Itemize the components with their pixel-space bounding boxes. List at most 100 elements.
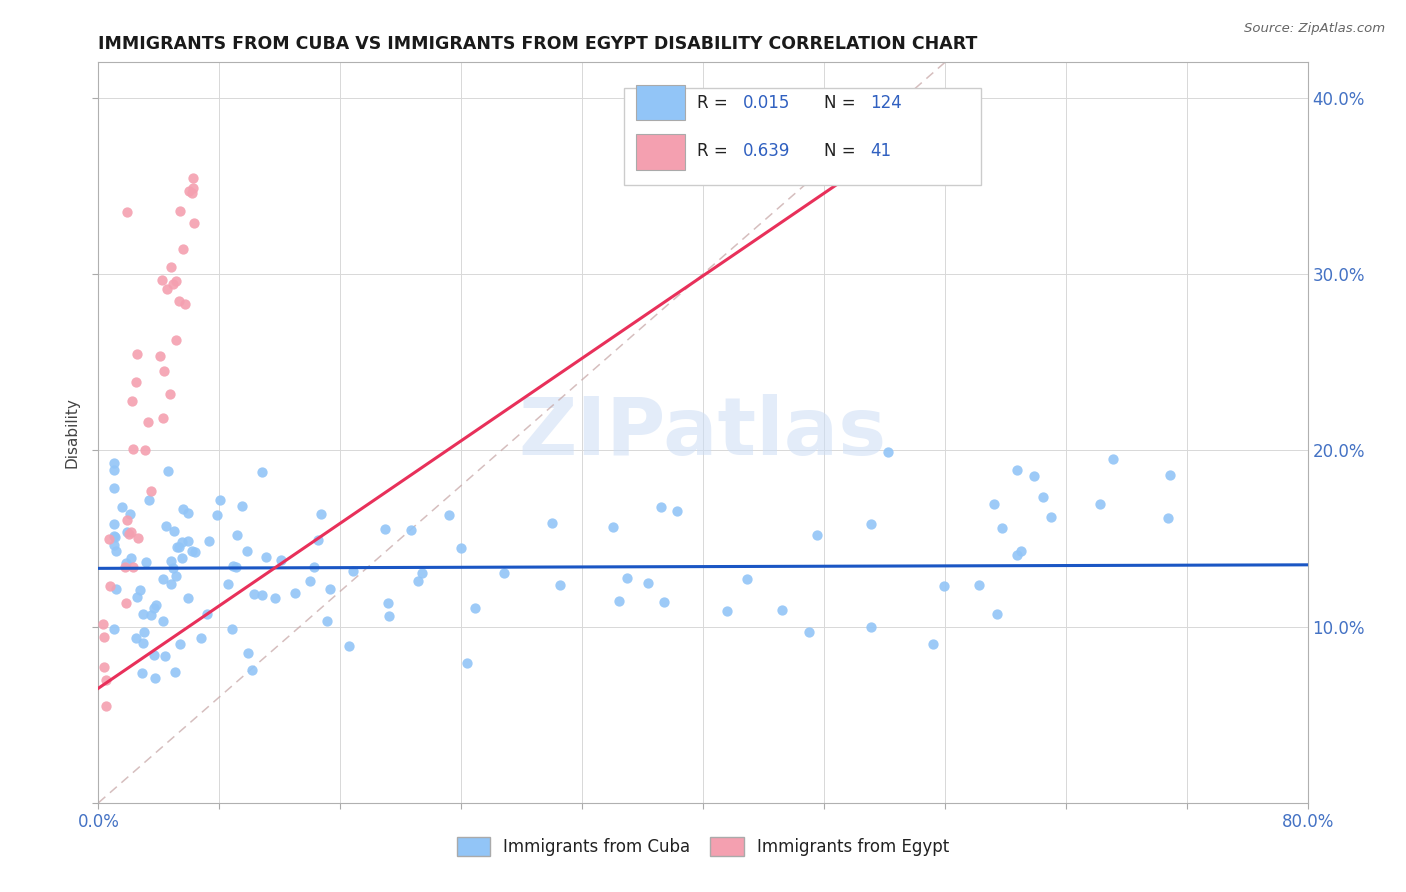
Point [93, 630, 115, 644]
Point [464, 600, 486, 615]
Text: R =: R = [697, 142, 733, 160]
Point [122, 442, 145, 456]
Point [143, 672, 166, 686]
Point [205, 508, 228, 523]
Point [135, 555, 157, 569]
Text: 0.639: 0.639 [742, 142, 790, 160]
Text: IMMIGRANTS FROM CUBA VS IMMIGRANTS FROM EGYPT DISABILITY CORRELATION CHART: IMMIGRANTS FROM CUBA VS IMMIGRANTS FROM … [98, 35, 977, 53]
Point [105, 544, 128, 558]
Point [243, 587, 266, 601]
Point [1032, 490, 1054, 504]
Point [169, 204, 191, 219]
Point [160, 554, 183, 568]
Point [122, 560, 145, 574]
Point [120, 507, 142, 521]
Point [1010, 544, 1032, 558]
Point [103, 529, 125, 543]
Point [270, 552, 292, 566]
Legend: Immigrants from Cuba, Immigrants from Egypt: Immigrants from Cuba, Immigrants from Eg… [450, 830, 956, 863]
Point [120, 550, 142, 565]
Point [1159, 468, 1181, 483]
Point [195, 607, 218, 622]
Point [124, 375, 146, 389]
Point [602, 520, 624, 534]
Point [250, 588, 273, 602]
Point [115, 596, 138, 610]
Point [456, 657, 478, 671]
Point [236, 544, 259, 558]
Point [181, 171, 204, 186]
Point [986, 607, 1008, 621]
Point [309, 507, 332, 521]
Point [153, 364, 176, 378]
Point [167, 540, 190, 554]
Point [411, 566, 433, 580]
Point [103, 481, 125, 495]
Point [162, 560, 184, 574]
Point [96, 673, 118, 688]
Point [1005, 462, 1028, 476]
Point [607, 593, 630, 607]
Point [806, 528, 828, 542]
Point [157, 465, 180, 479]
Point [226, 528, 249, 542]
Point [860, 620, 883, 634]
Point [378, 609, 401, 624]
Point [103, 622, 125, 636]
Point [138, 492, 160, 507]
Point [439, 508, 461, 522]
Point [139, 607, 162, 622]
Point [155, 518, 177, 533]
Point [172, 551, 194, 566]
Point [128, 583, 150, 598]
Point [160, 576, 183, 591]
Point [165, 568, 187, 582]
Point [104, 530, 127, 544]
Point [125, 631, 148, 645]
Point [150, 272, 173, 286]
Point [115, 557, 138, 571]
Point [921, 637, 943, 651]
Point [616, 571, 638, 585]
Text: 124: 124 [870, 95, 901, 112]
Y-axis label: Disability: Disability [65, 397, 80, 468]
Point [172, 501, 194, 516]
Point [91, 617, 114, 632]
Point [177, 534, 200, 549]
Point [181, 544, 204, 558]
Point [797, 625, 820, 640]
Point [934, 579, 956, 593]
Point [143, 648, 166, 662]
Point [115, 205, 138, 219]
Point [337, 639, 360, 653]
Point [159, 386, 181, 401]
Point [103, 463, 125, 477]
Point [152, 614, 174, 628]
Point [374, 522, 396, 536]
Point [1090, 497, 1112, 511]
Point [120, 525, 142, 540]
Point [990, 521, 1012, 535]
Point [177, 591, 200, 605]
Point [221, 622, 243, 636]
Point [254, 549, 277, 564]
Point [650, 500, 672, 515]
Point [399, 523, 422, 537]
Point [406, 574, 429, 589]
Point [183, 545, 205, 559]
Point [115, 513, 138, 527]
Point [180, 186, 202, 201]
Point [183, 216, 205, 230]
Point [1039, 510, 1062, 524]
Point [298, 574, 321, 588]
Point [165, 333, 187, 347]
Point [127, 591, 149, 605]
Point [114, 559, 136, 574]
Point [666, 504, 689, 518]
Point [231, 499, 253, 513]
Point [98, 579, 121, 593]
Point [131, 665, 153, 680]
Point [217, 577, 239, 591]
Point [121, 393, 143, 408]
Point [111, 500, 134, 514]
